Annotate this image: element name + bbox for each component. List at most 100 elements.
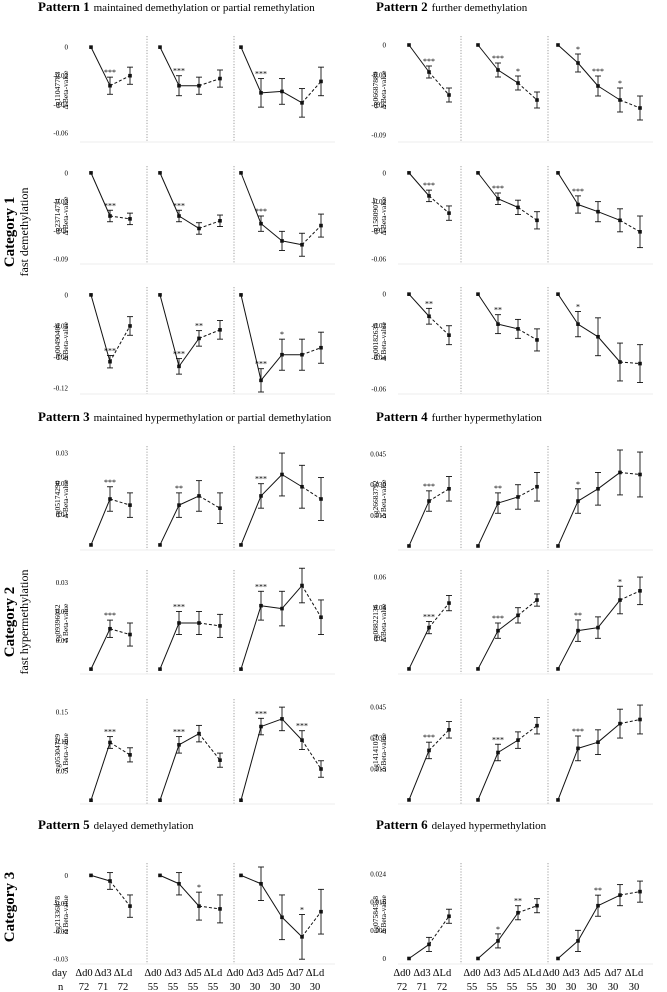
significance-marker: ** [494, 484, 502, 493]
data-point [447, 486, 451, 491]
data-point [576, 202, 580, 207]
series-line-segment [240, 605, 262, 670]
y-tick-label: 0.016 [370, 899, 386, 907]
x-tick-day: Δd7 [604, 968, 621, 979]
significance-marker: *** [423, 612, 435, 621]
data-point [128, 753, 132, 757]
series-line-segment [497, 496, 519, 504]
y-tick-label: 0 [65, 169, 69, 177]
series-line-segment [517, 82, 538, 101]
x-tick-n: 72 [79, 982, 90, 992]
y-axis-label: Δ Beta-value [61, 196, 70, 235]
y-tick-label: 0 [383, 169, 387, 177]
x-tick-day: ΔLd [433, 968, 452, 979]
y-tick-label: 0.04 [374, 604, 387, 612]
series-line-segment [477, 293, 499, 325]
x-tick-day: ΔLd [204, 968, 223, 979]
series-line-segment [597, 723, 621, 743]
x-tick-n: 30 [629, 982, 640, 992]
data-point [300, 935, 304, 939]
y-tick-label: -0.09 [371, 132, 386, 140]
series-line-segment [619, 219, 641, 233]
series-line-segment [408, 172, 430, 197]
series-line-segment [109, 880, 131, 907]
data-point [476, 171, 480, 175]
data-point [319, 615, 323, 620]
series-line-segment [619, 891, 641, 896]
series-line-segment [198, 78, 221, 87]
x-tick-day: Δd0 [463, 968, 480, 979]
series-line-segment [517, 725, 538, 741]
data-point [496, 939, 500, 943]
data-point [407, 43, 411, 47]
y-axis-label: Δ Beta-value [379, 70, 388, 109]
y-tick-label: 0.03 [56, 579, 69, 587]
data-point [280, 352, 284, 357]
data-point [516, 205, 520, 210]
series-line-segment [198, 220, 221, 229]
series-line-segment [281, 90, 303, 104]
x-tick-day: Δd5 [184, 968, 201, 979]
gene-label: cg11047783 [53, 71, 62, 108]
y-tick-label: -0.04 [371, 227, 386, 235]
series-line-segment [240, 172, 262, 224]
series-line-segment [240, 294, 262, 381]
data-point [239, 171, 243, 175]
data-point [158, 293, 162, 297]
series-line-segment [497, 69, 519, 84]
data-point [128, 904, 132, 908]
series-line-segment [109, 498, 131, 506]
data-point [280, 717, 284, 721]
series-line-segment [260, 354, 283, 381]
data-point [218, 624, 222, 628]
significance-marker: * [516, 67, 520, 76]
series-line-segment [198, 495, 221, 509]
data-point [108, 740, 112, 745]
data-point [407, 544, 411, 548]
data-point [300, 484, 304, 489]
series-line-segment [109, 325, 131, 362]
pattern-title-6: Pattern 6 delayed hypermethylation [376, 817, 547, 832]
data-point [197, 336, 201, 341]
series-line-segment [408, 293, 430, 317]
series-line-segment [577, 62, 599, 87]
data-point [427, 70, 431, 74]
series-line-segment [109, 742, 131, 756]
significance-marker: *** [255, 582, 267, 591]
data-point [496, 68, 500, 72]
gene-label: cg00182635 [371, 323, 380, 360]
series-line-segment [557, 172, 579, 205]
significance-marker: * [280, 330, 284, 339]
series-line-segment [408, 627, 430, 670]
series-line-segment [477, 752, 499, 801]
series-line-segment [159, 504, 180, 546]
data-point [197, 226, 201, 231]
y-tick-label: -0.03 [371, 72, 386, 80]
data-point [618, 470, 622, 475]
y-tick-label: 0.15 [56, 708, 69, 716]
series-line-segment [557, 293, 579, 325]
y-tick-label: 0.05 [56, 767, 69, 775]
series-line-segment [301, 225, 322, 246]
series-line-segment [477, 44, 499, 71]
data-point [239, 667, 243, 671]
series-line-segment [557, 748, 579, 801]
data-point [638, 472, 642, 477]
gene-label: cg05304729 [53, 734, 62, 771]
series-line-segment [109, 628, 131, 636]
x-tick-n: 30 [270, 982, 281, 992]
series-line-segment [260, 718, 283, 728]
significance-marker: *** [423, 57, 435, 66]
panel-cg21336878: 0 -0.01 -0.02 -0.03 cg21336878 Δ Beta-value * * [53, 863, 335, 965]
significance-marker: * [197, 883, 201, 892]
x-tick-n: 30 [290, 982, 301, 992]
pattern-title-5: Pattern 5 delayed demethylation [38, 817, 194, 832]
data-point [427, 499, 431, 503]
data-point [556, 171, 560, 175]
y-axis-label: Δ Beta-value [379, 894, 388, 933]
gene-label: cg15809077 [371, 197, 380, 234]
y-tick-label: -0.02 [53, 928, 68, 936]
data-point [280, 239, 284, 243]
